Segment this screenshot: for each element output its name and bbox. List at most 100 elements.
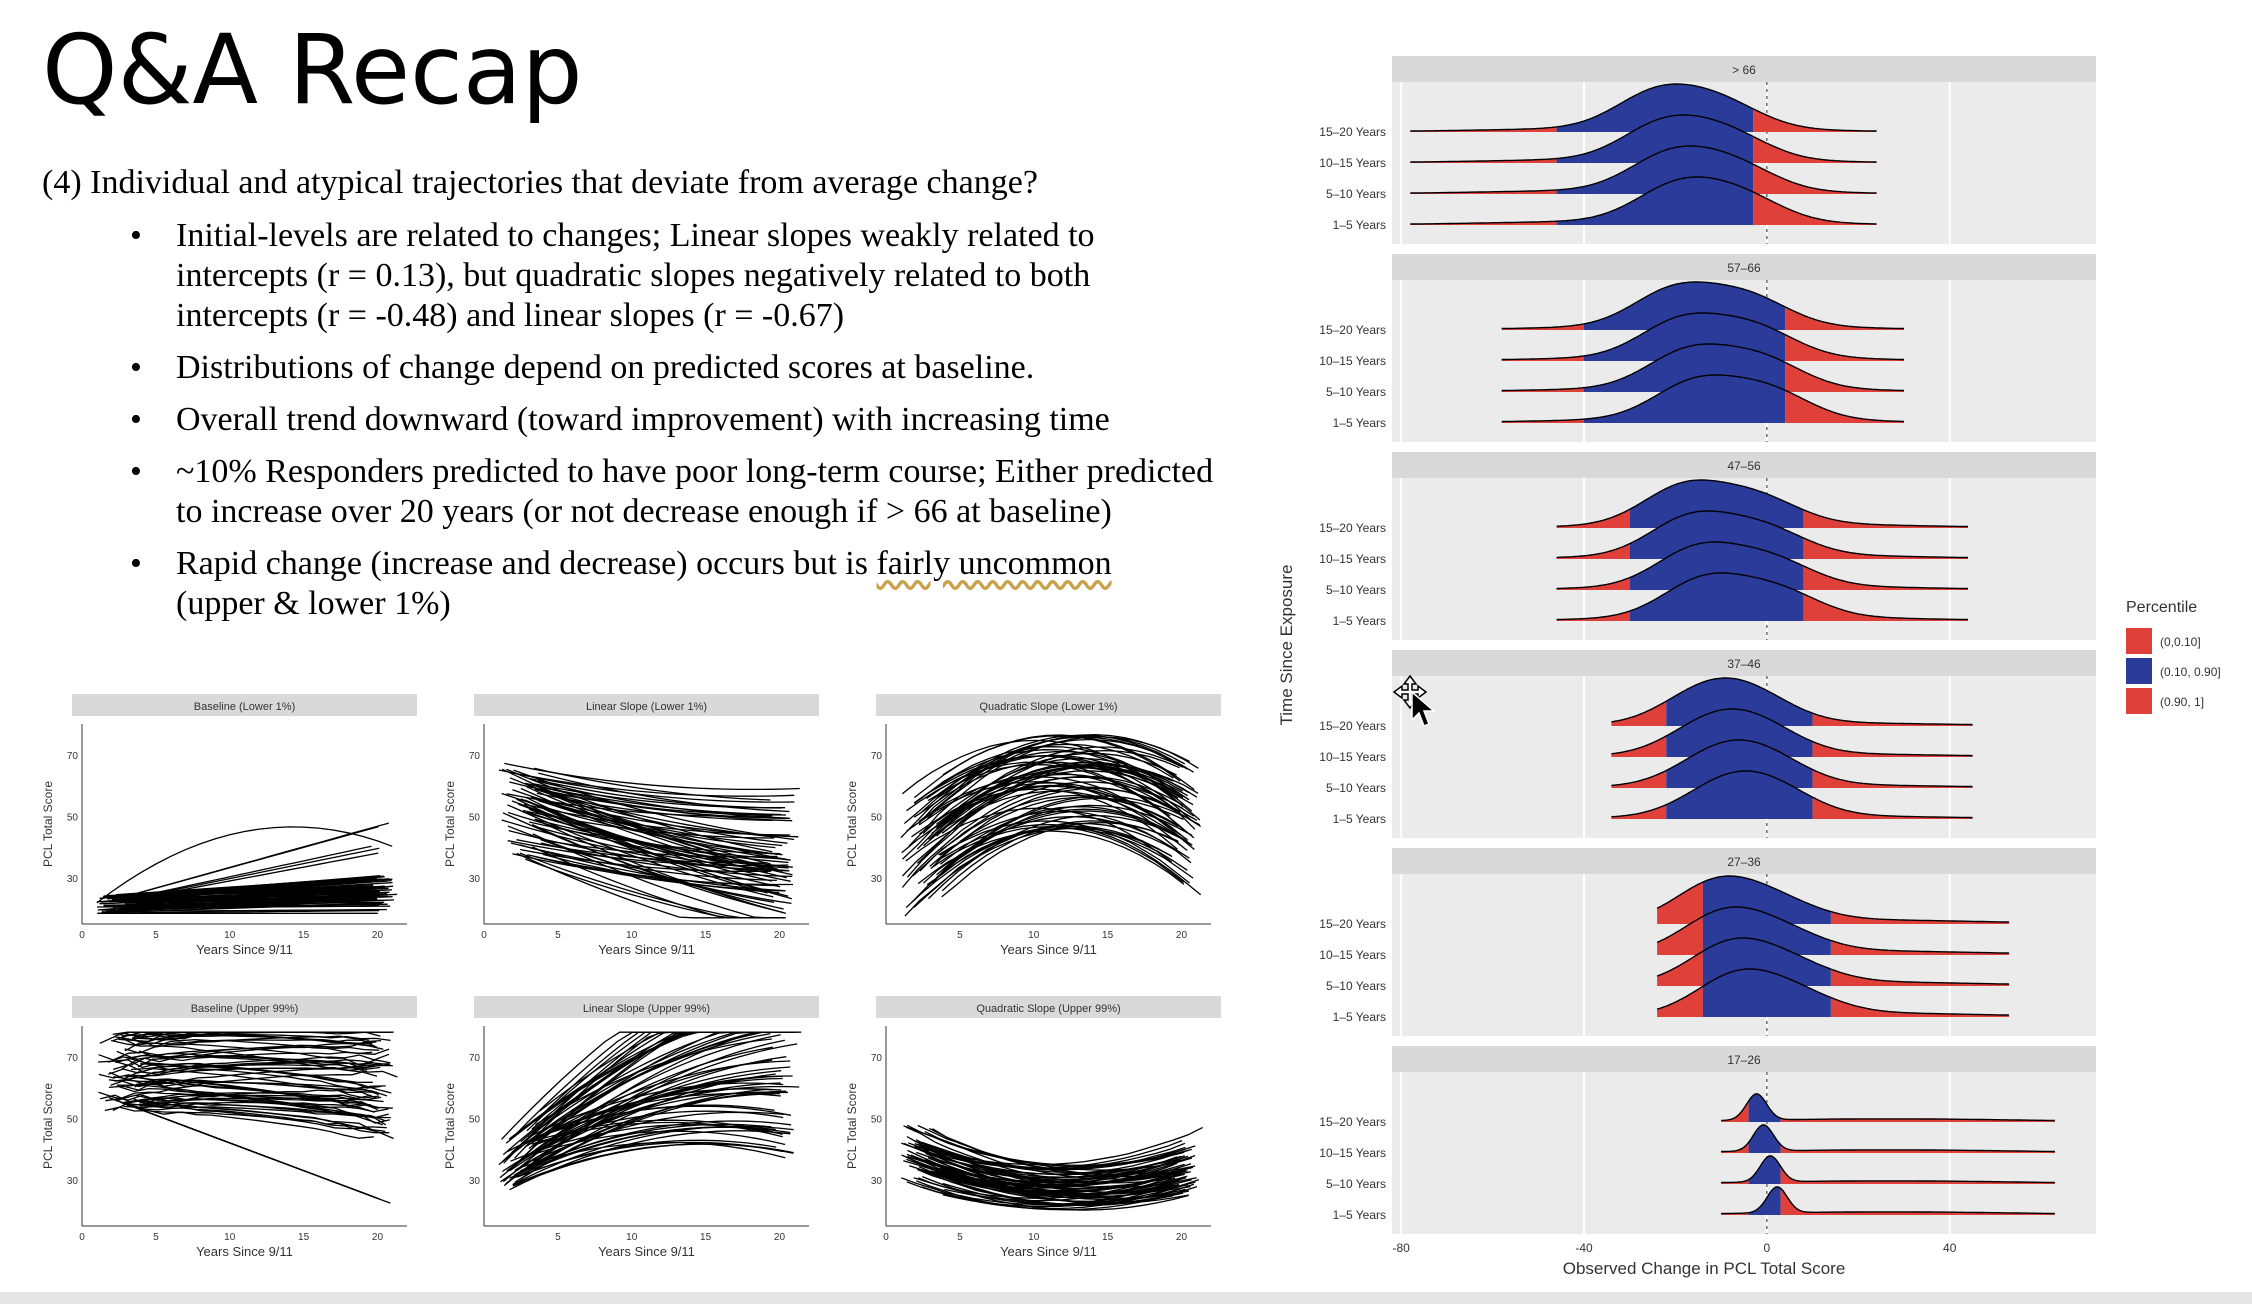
trajectory-line bbox=[538, 772, 790, 813]
ridge-panel-label: 27–36 bbox=[1727, 855, 1761, 869]
middle-area bbox=[1584, 375, 1786, 423]
density-outline bbox=[1501, 374, 1904, 423]
density-outline bbox=[1611, 770, 1973, 819]
trajectory-line bbox=[131, 1063, 383, 1071]
x-tick-label: 20 bbox=[774, 1232, 786, 1243]
trajectory-line bbox=[513, 1092, 780, 1176]
small-multiple-chart: Linear Slope (Upper 99%) 30 50 70 5 10 15 20 Yea… bbox=[443, 996, 819, 1259]
x-tick-label: 20 bbox=[372, 930, 384, 941]
upper-tail-area bbox=[1785, 334, 1904, 361]
x-tick-label: 15 bbox=[298, 1232, 310, 1243]
ridge-row-label: 1–5 Years bbox=[1333, 1010, 1386, 1024]
middle-area bbox=[1666, 771, 1813, 819]
trajectory-line bbox=[99, 1031, 381, 1044]
trajectory-line bbox=[106, 908, 387, 913]
panel-strip bbox=[474, 694, 819, 716]
bullet-text: Rapid change (increase and decrease) occ… bbox=[176, 545, 868, 582]
ridge-row-label: 15–20 Years bbox=[1319, 521, 1386, 535]
trajectory-line bbox=[536, 799, 788, 861]
trajectory-line bbox=[98, 1059, 379, 1096]
small-multiple-chart: Linear Slope (Lower 1%) 30 50 70 0 5 10 15 20 Yea… bbox=[443, 694, 819, 957]
density-outline bbox=[1556, 479, 1969, 528]
y-tick-label: 50 bbox=[469, 812, 481, 823]
panel-title: Baseline (Lower 1%) bbox=[194, 701, 296, 713]
middle-area bbox=[1556, 177, 1754, 225]
ridge-x-tick-label: -80 bbox=[1392, 1241, 1410, 1255]
trajectory-line bbox=[108, 1042, 375, 1063]
ridge-row-label: 5–10 Years bbox=[1326, 385, 1386, 399]
trajectory-line bbox=[530, 783, 782, 816]
trajectory-line bbox=[520, 798, 773, 882]
trajectory-line bbox=[115, 1070, 367, 1102]
trajectory-line bbox=[542, 853, 780, 894]
bullet-text: Distributions of change depend on predic… bbox=[176, 349, 1035, 386]
middle-area bbox=[1629, 511, 1804, 559]
trajectory-line bbox=[116, 1084, 383, 1126]
ridge-row-label: 15–20 Years bbox=[1319, 323, 1386, 337]
trajectory-line bbox=[918, 776, 1186, 842]
bullet-text: Overall trend downward (toward improveme… bbox=[176, 401, 1110, 438]
trajectory-line bbox=[135, 1037, 373, 1055]
x-axis-label: Years Since 9/11 bbox=[196, 1244, 293, 1259]
trajectory-line bbox=[906, 764, 1174, 878]
trajectory-line bbox=[929, 1155, 1182, 1179]
trajectory-line bbox=[499, 1034, 781, 1179]
small-multiple-chart: Baseline (Upper 99%) 30 50 70 0 5 10 15 20 Years … bbox=[41, 996, 417, 1259]
trajectory-line bbox=[509, 1066, 791, 1172]
trajectory-line bbox=[116, 876, 383, 896]
density-outline bbox=[1410, 83, 1877, 132]
ridgeline-chart: > 66 15–20 Years 10–15 Years 5–10 Years 1–5 … bbox=[1277, 56, 2221, 1278]
trajectory-line bbox=[534, 818, 787, 915]
density-outline bbox=[1611, 739, 1973, 788]
trajectory-line bbox=[108, 891, 390, 905]
legend-label: (0,0.10] bbox=[2160, 635, 2201, 649]
trajectory-line bbox=[514, 1082, 781, 1171]
y-tick-label: 70 bbox=[67, 751, 79, 762]
lower-tail-area bbox=[1556, 509, 1630, 528]
density-outline bbox=[1721, 1155, 2055, 1184]
middle-area bbox=[1666, 740, 1813, 788]
ridge-row-label: 10–15 Years bbox=[1319, 552, 1386, 566]
y-tick-label: 70 bbox=[469, 1053, 481, 1064]
trajectory-line bbox=[98, 1073, 380, 1109]
panel-title: Quadratic Slope (Lower 1%) bbox=[979, 701, 1117, 713]
upper-tail-area bbox=[1812, 769, 1973, 788]
ridge-panel-label: 47–56 bbox=[1727, 459, 1761, 473]
upper-tail-area bbox=[1830, 911, 2010, 924]
ridge-panel-label: 57–66 bbox=[1727, 261, 1761, 275]
ridge-row-label: 5–10 Years bbox=[1326, 979, 1386, 993]
y-tick-label: 50 bbox=[67, 812, 79, 823]
x-axis-label: Years Since 9/11 bbox=[598, 1244, 695, 1259]
trajectory-line bbox=[906, 1136, 1188, 1184]
trajectory-line bbox=[509, 781, 791, 820]
upper-tail-area bbox=[1803, 593, 1968, 621]
ridge-row-label: 5–10 Years bbox=[1326, 781, 1386, 795]
lower-tail-area bbox=[1611, 770, 1667, 788]
trajectory-line bbox=[916, 746, 1184, 850]
legend-label: (0.90, 1] bbox=[2160, 695, 2204, 709]
lower-tail-area bbox=[1556, 611, 1630, 621]
trajectory-line bbox=[501, 1031, 768, 1140]
trajectory-line bbox=[124, 1035, 391, 1054]
trajectory-line bbox=[928, 814, 1180, 900]
panel-strip bbox=[72, 996, 417, 1018]
spellcheck-underlined-text: fairly uncommon bbox=[876, 545, 1112, 582]
density-outline bbox=[1410, 176, 1877, 225]
x-tick-label: 20 bbox=[1176, 930, 1188, 941]
y-tick-label: 50 bbox=[469, 1114, 481, 1125]
trajectory-line bbox=[939, 1172, 1177, 1203]
trajectory-line bbox=[123, 1105, 390, 1134]
small-multiple-chart: Baseline (Lower 1%) 30 50 70 0 5 10 15 20 Years S… bbox=[41, 694, 417, 957]
trajectory-line bbox=[516, 852, 783, 919]
density-outline bbox=[1410, 114, 1877, 163]
density-outline bbox=[1501, 281, 1904, 330]
bullet-item: ~10% Responders predicted to have poor l… bbox=[130, 452, 1230, 532]
ridge-row-label: 15–20 Years bbox=[1319, 1115, 1386, 1129]
y-tick-label: 70 bbox=[871, 1053, 883, 1064]
middle-area bbox=[1748, 1125, 1781, 1153]
density-outline bbox=[1410, 145, 1877, 194]
ridge-panel-label: 37–46 bbox=[1727, 657, 1761, 671]
lower-tail-area bbox=[1556, 543, 1630, 559]
trajectory-line bbox=[533, 1130, 786, 1155]
trajectory-line bbox=[927, 738, 1194, 820]
